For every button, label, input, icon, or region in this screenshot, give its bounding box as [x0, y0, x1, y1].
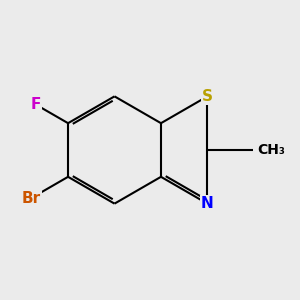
Text: N: N	[201, 196, 214, 211]
Text: CH₃: CH₃	[257, 143, 285, 157]
Text: Br: Br	[21, 191, 40, 206]
Text: S: S	[202, 89, 213, 104]
Text: F: F	[30, 97, 41, 112]
